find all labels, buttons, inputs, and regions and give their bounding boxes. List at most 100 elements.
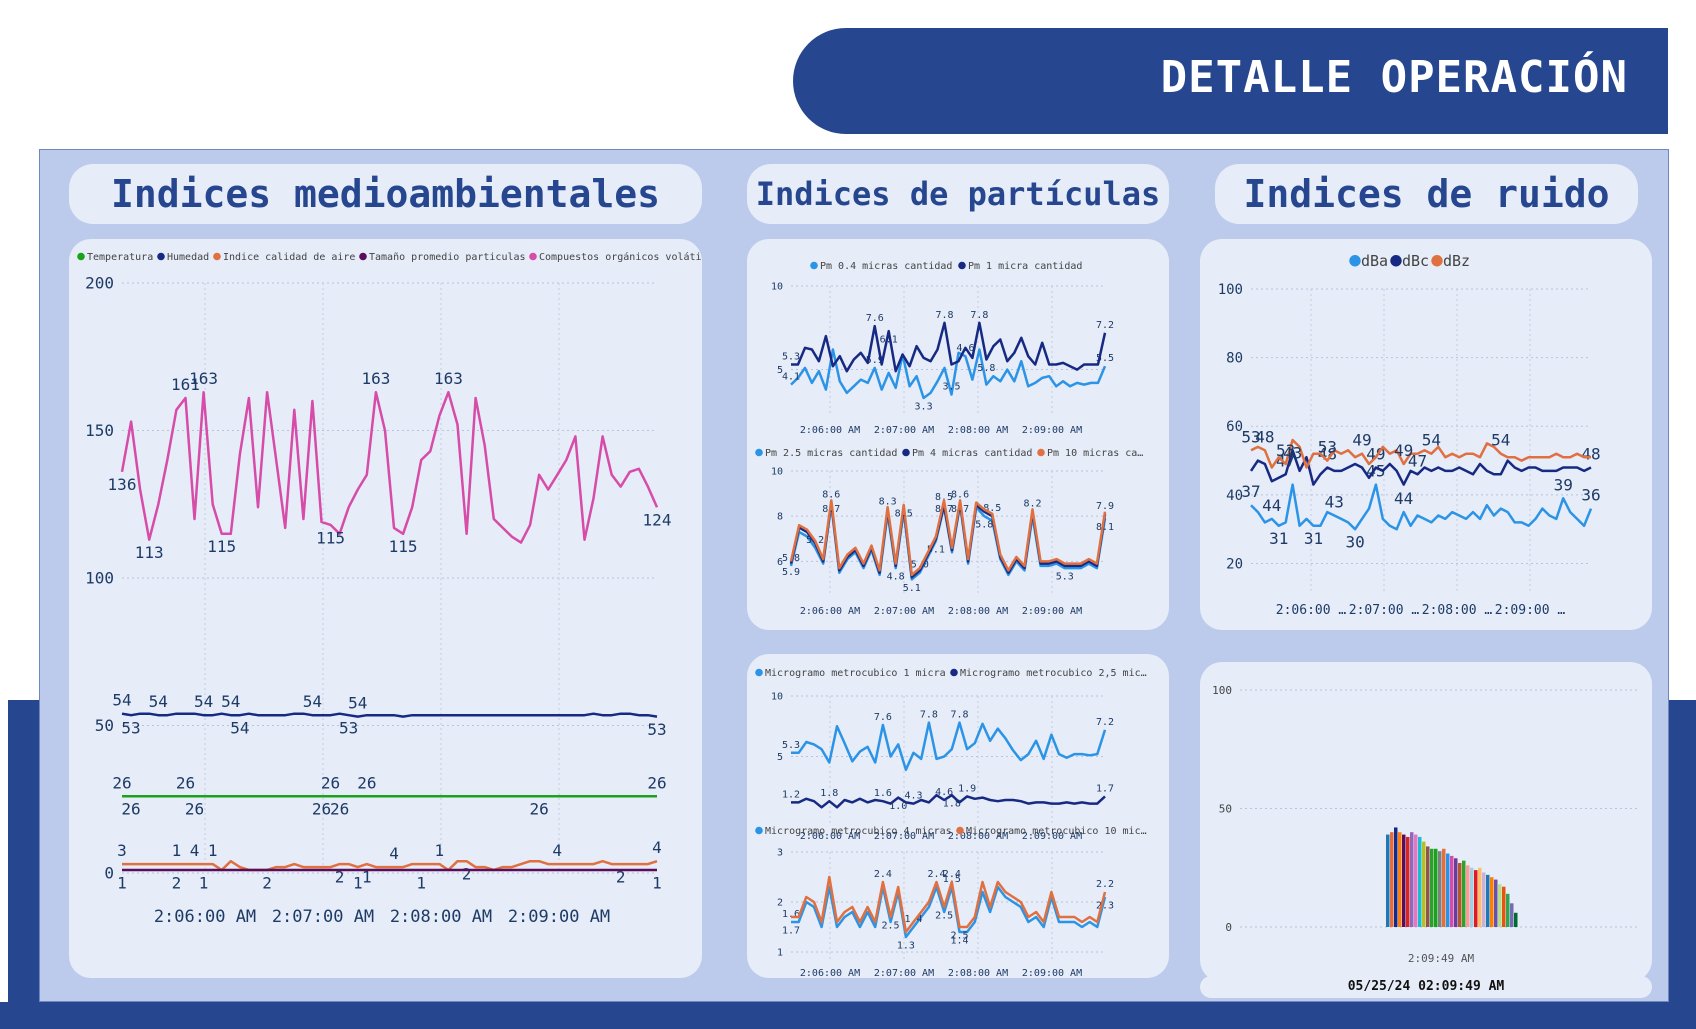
data-label: 1.9 [958, 783, 976, 794]
data-label: 115 [389, 537, 418, 556]
data-label: 4 [190, 841, 200, 860]
data-label: 26 [121, 800, 140, 819]
timestamp-label: 05/25/24 02:09:49 AM [1200, 976, 1652, 998]
y-tick-label: 100 [85, 569, 114, 588]
x-tick-label: 2:09:00 AM [508, 907, 610, 927]
x-tick-label: 2:07:00 AM [874, 606, 934, 617]
bar [1430, 848, 1434, 927]
pm-count-chart-top: Pm 0.4 micras cantidad Pm 1 micra cantida… [755, 261, 1143, 617]
header-banner: DETALLE OPERACIÓN [793, 28, 1668, 134]
legend-entry: Microgramo metrocubico 4 micras [765, 826, 952, 837]
bar [1514, 912, 1518, 927]
y-tick-label: 6 [777, 557, 783, 568]
bar [1474, 870, 1478, 927]
data-label: 5.3 [782, 352, 800, 363]
legend-entry: Pm 1 micra cantidad [968, 261, 1082, 272]
data-label: 1 [172, 841, 182, 860]
x-tick-label: 2:07:00 AM [874, 425, 934, 436]
data-label: 26 [529, 800, 548, 819]
x-tick-label: 2:06:00 AM [800, 968, 860, 978]
data-label: 6.1 [880, 335, 898, 346]
data-label: 1.0 [889, 801, 907, 812]
section-title-env: Indices medioambientales [69, 164, 702, 224]
data-label: 26 [321, 773, 340, 792]
pm-mass-chart: Microgramo metrocubico 1 micra Microgramo… [755, 668, 1147, 978]
bar [1410, 832, 1414, 927]
series-line-1 [1249, 449, 1592, 486]
bar [1486, 874, 1490, 927]
data-label: 1.7 [1096, 783, 1114, 794]
data-label: 26 [357, 773, 376, 792]
x-tick-label: 2:06:00 … [1276, 603, 1347, 618]
x-tick-label: 2:06:00 AM [800, 831, 860, 842]
data-label: 54 [112, 691, 131, 710]
legend-marker [529, 252, 537, 261]
data-label: 2.4 [874, 869, 892, 880]
data-label: 7.9 [1096, 501, 1114, 512]
y-tick-label: 3 [777, 848, 783, 859]
series-line-0 [791, 885, 1107, 939]
data-label: 36 [1581, 486, 1600, 505]
data-label: 2.5 [882, 921, 900, 932]
data-label: 1.6 [782, 909, 800, 920]
data-label: 7.2 [1096, 717, 1114, 728]
data-label: 2.3 [1096, 901, 1114, 912]
data-label: 44 [1394, 489, 1413, 508]
bar [1394, 827, 1398, 927]
y-tick-label: 40 [1226, 488, 1243, 504]
bar [1402, 834, 1406, 927]
bar [1498, 884, 1502, 927]
data-label: 5.8 [975, 520, 993, 531]
data-label: 1 [362, 868, 372, 887]
bar [1494, 879, 1498, 927]
legend-entry: dBc [1402, 252, 1429, 270]
data-label: 5.8 [977, 363, 995, 374]
data-label: 37 [1241, 482, 1260, 501]
data-label: 7.8 [970, 310, 988, 321]
bar [1434, 848, 1438, 927]
series-line-2 [789, 499, 1107, 577]
data-label: 5.1 [927, 545, 945, 556]
data-label: 26 [185, 800, 204, 819]
x-tick-label: 2:06:00 AM [800, 606, 860, 617]
data-label: 39 [1554, 475, 1573, 494]
data-label: 53 [339, 719, 358, 738]
series-line-4 [120, 390, 659, 544]
data-label: 48 [1318, 444, 1337, 463]
bar [1422, 841, 1426, 927]
data-label: 4 [652, 838, 662, 857]
noise-chart-card: dBa dBc dBz 20 40 60 80 100 2:06:00 … 2:07:00 … 2:… [1200, 239, 1652, 630]
data-label: 31 [1269, 529, 1288, 548]
data-label: 2 [172, 873, 182, 892]
legend-entry: Pm 4 micras cantidad [912, 448, 1032, 459]
bar [1478, 867, 1482, 927]
data-label: 2 [616, 868, 626, 887]
legend-marker [755, 826, 763, 835]
pm-mass-card: Microgramo metrocubico 1 micra Microgramo… [747, 654, 1169, 978]
x-tick-label: 2:06:00 AM [154, 907, 256, 927]
y-tick-label: 10 [771, 282, 783, 293]
data-label: 2.2 [1096, 879, 1114, 890]
data-label: 1 [416, 873, 426, 892]
data-label: 1 [353, 873, 363, 892]
bar [1386, 834, 1390, 927]
y-tick-label: 100 [1218, 282, 1243, 298]
y-tick-label: 200 [85, 274, 114, 293]
bar [1418, 836, 1422, 927]
env-chart-card: Temperatura Humedad Indice calidad de aire… [69, 239, 702, 978]
data-label: 26 [647, 773, 666, 792]
x-tick-label: 2:08:00 … [1422, 603, 1493, 618]
legend-marker [1349, 255, 1361, 267]
bar [1462, 860, 1466, 927]
data-label: 8.3 [879, 496, 897, 507]
x-tick-label: 2:07:00 AM [874, 831, 934, 842]
data-label: 2 [462, 865, 472, 884]
data-label: 1.4 [950, 936, 968, 947]
y-tick-label: 150 [85, 421, 114, 440]
data-label: 163 [434, 369, 463, 388]
data-label: 5.3 [782, 740, 800, 751]
data-label: 1 [435, 841, 445, 860]
legend-entry: dBz [1443, 252, 1470, 270]
